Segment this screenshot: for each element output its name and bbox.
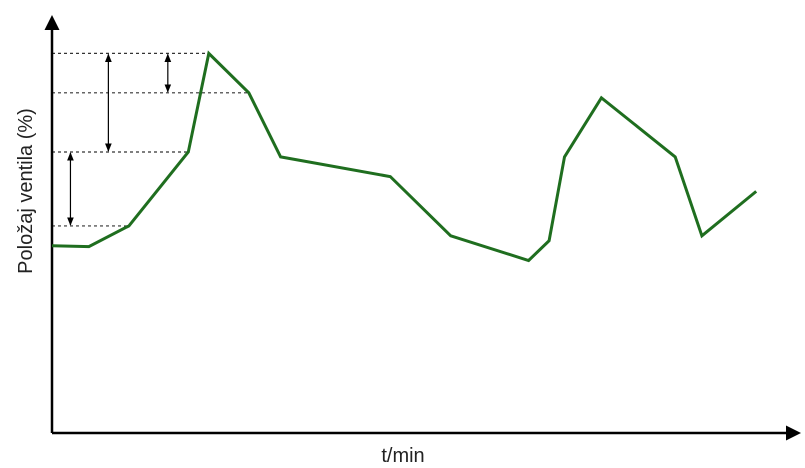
y-axis-label: Položaj ventila (%) — [15, 108, 37, 274]
series-line — [51, 50, 758, 263]
x-axis-label: t/min — [381, 445, 424, 467]
difference-arrows — [67, 53, 172, 226]
guide-lines — [52, 52, 249, 227]
